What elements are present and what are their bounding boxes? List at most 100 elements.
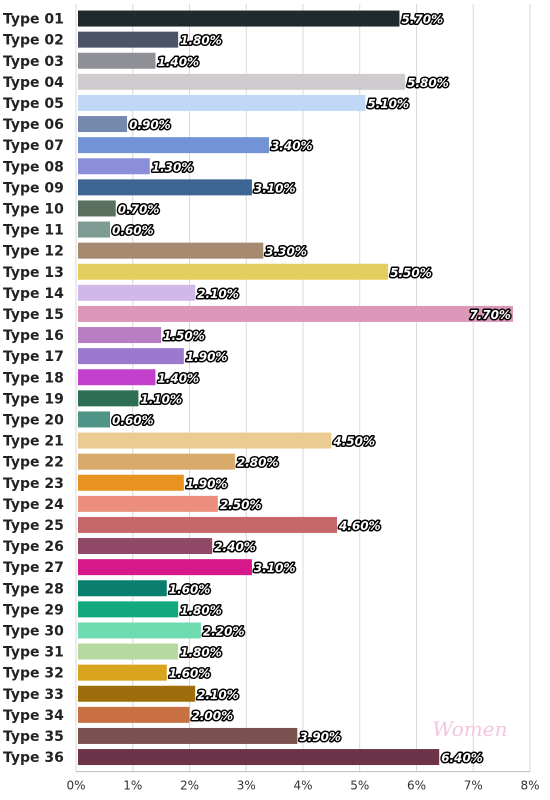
category-label: Type 28: [3, 581, 64, 597]
x-tick-label: 1%: [123, 779, 142, 793]
data-label: 3.30%: [265, 245, 307, 259]
category-label: Type 36: [3, 750, 64, 766]
data-label: 4.50%: [332, 435, 375, 449]
category-label: Type 23: [3, 476, 64, 492]
bar: [78, 31, 179, 48]
category-label: Type 12: [3, 244, 64, 260]
bar: [78, 242, 264, 259]
bar: [78, 390, 139, 407]
data-label: 1.90%: [186, 477, 228, 491]
bar: [78, 137, 269, 154]
category-label: Type 01: [3, 12, 64, 28]
bar: [78, 685, 196, 702]
bar: [78, 158, 150, 175]
category-label: Type 26: [3, 539, 64, 555]
category-label: Type 33: [3, 687, 64, 703]
bar: [78, 263, 389, 280]
x-tick-label: 6%: [407, 779, 426, 793]
data-label: 5.50%: [390, 266, 432, 280]
category-label: Type 34: [3, 708, 64, 724]
data-label: 2.00%: [192, 709, 234, 723]
bar: [78, 559, 252, 576]
category-label: Type 21: [3, 434, 64, 450]
bars-group: Type 01 5.70% Type 02 1.80% Type 03 1.40% Type…: [3, 10, 513, 767]
x-tick-label: 3%: [237, 779, 256, 793]
category-label: Type 22: [3, 455, 64, 471]
watermark-text: Women: [433, 717, 508, 741]
data-label: 6.40%: [441, 751, 483, 765]
data-label: 1.50%: [163, 329, 205, 343]
bar: [78, 411, 111, 428]
bar: [78, 179, 252, 196]
data-label: 2.20%: [203, 624, 245, 638]
category-label: Type 09: [3, 180, 64, 196]
data-label: 7.70%: [469, 308, 511, 322]
category-label: Type 19: [3, 391, 64, 407]
data-label: 0.60%: [112, 413, 154, 427]
category-label: Type 07: [3, 138, 64, 154]
bar: [78, 327, 162, 344]
bar: [78, 749, 440, 766]
bar: [78, 622, 201, 639]
bar: [78, 453, 235, 470]
data-label: 5.10%: [367, 97, 409, 111]
x-tick-label: 4%: [293, 779, 312, 793]
gridlines: [75, 4, 531, 772]
category-label: Type 17: [3, 349, 64, 365]
category-label: Type 32: [3, 666, 64, 682]
bar: [78, 601, 179, 618]
bar: [78, 538, 213, 555]
bar: [78, 643, 179, 660]
data-label: 0.60%: [112, 224, 154, 238]
bar: [78, 348, 184, 365]
data-label: 0.70%: [118, 202, 160, 216]
data-label: 2.80%: [237, 456, 279, 470]
data-label: 1.90%: [186, 350, 228, 364]
category-label: Type 11: [3, 223, 64, 239]
bar: [78, 284, 196, 301]
bar: [78, 727, 298, 744]
category-label: Type 16: [3, 328, 64, 344]
bar: [78, 94, 366, 111]
bar: [78, 706, 190, 723]
x-tick-label: 0%: [66, 779, 85, 793]
category-label: Type 29: [3, 602, 64, 618]
category-label: Type 05: [3, 96, 64, 112]
bar: [78, 73, 406, 90]
category-label: Type 02: [3, 33, 64, 49]
category-label: Type 08: [3, 159, 64, 175]
bar: [78, 369, 156, 386]
x-axis: 0% 1% 2% 3% 4% 5% 6% 7% 8%: [66, 771, 540, 793]
bar: [78, 305, 513, 322]
bar: [78, 580, 167, 597]
bar: [78, 474, 184, 491]
category-label: Type 10: [3, 201, 64, 217]
category-label: Type 13: [3, 265, 64, 281]
x-tick-label: 5%: [350, 779, 369, 793]
x-tick-label: 7%: [464, 779, 483, 793]
bar: [78, 221, 111, 238]
data-label: 1.80%: [180, 34, 222, 48]
category-label: Type 04: [3, 75, 64, 91]
bar: [78, 116, 128, 133]
data-label: 2.10%: [197, 287, 239, 301]
bar: [78, 10, 400, 27]
bar: [78, 432, 332, 449]
data-label: 0.90%: [129, 118, 171, 132]
data-label: 5.70%: [401, 13, 443, 27]
category-label: Type 31: [3, 645, 64, 661]
bar: [78, 52, 156, 69]
data-label: 2.50%: [220, 498, 262, 512]
bar: [78, 200, 116, 217]
data-label: 1.80%: [180, 646, 222, 660]
category-label: Type 30: [3, 623, 64, 639]
category-label: Type 03: [3, 54, 64, 70]
category-label: Type 20: [3, 412, 64, 428]
category-label: Type 06: [3, 117, 64, 133]
data-label: 1.60%: [169, 667, 211, 681]
bar: [78, 516, 338, 533]
category-label: Type 35: [3, 729, 64, 745]
category-label: Type 15: [3, 307, 64, 323]
category-label: Type 18: [3, 370, 64, 386]
